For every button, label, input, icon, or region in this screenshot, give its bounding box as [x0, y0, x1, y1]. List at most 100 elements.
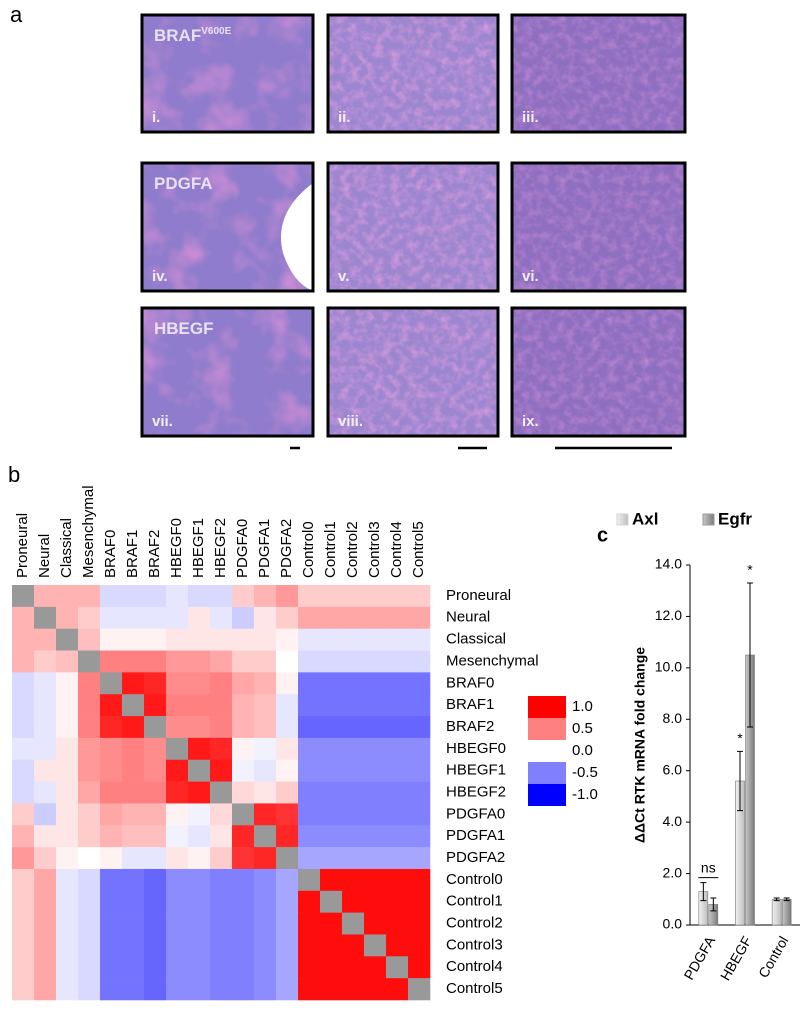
heatmap-cell	[210, 672, 233, 695]
row-label: HBEGF2	[446, 783, 506, 800]
heatmap-cell	[342, 694, 365, 717]
colorbar-block	[528, 762, 566, 784]
heatmap-cell	[386, 759, 409, 782]
heatmap-cell	[386, 912, 409, 935]
heatmap-cell	[298, 934, 321, 957]
heatmap-cell	[166, 912, 189, 935]
heatmap-cell	[254, 672, 277, 695]
heatmap-cell	[56, 737, 79, 761]
heatmap-cell	[232, 759, 255, 782]
heatmap-cell	[364, 803, 387, 826]
heatmap-cell	[232, 868, 255, 892]
heatmap-cell	[386, 825, 409, 848]
heatmap-cell	[144, 868, 167, 892]
heatmap-cell	[232, 934, 255, 957]
diagonal-cell	[364, 934, 387, 957]
heatmap-cell	[144, 825, 167, 848]
heatmap-cell	[78, 825, 101, 848]
panel-number: ii.	[338, 109, 351, 126]
heatmap-cell	[364, 781, 387, 804]
heatmap-cell	[100, 847, 123, 870]
heatmap-cell	[166, 890, 189, 913]
heatmap-cell	[276, 606, 299, 629]
heatmap-cell	[166, 781, 189, 804]
heatmap-cell	[232, 781, 255, 804]
heatmap-cell	[12, 716, 35, 739]
row-label: Mesenchymal	[446, 652, 539, 669]
heatmap-cell	[188, 956, 211, 979]
heatmap-cell	[100, 628, 123, 651]
heatmap-cell	[78, 956, 101, 979]
heatmap-cell	[408, 912, 431, 935]
heatmap-cell	[276, 803, 299, 826]
heatmap-cell	[386, 868, 409, 892]
heatmap-cell	[34, 934, 57, 957]
heatmap-cell	[364, 737, 387, 761]
heatmap-cell	[122, 650, 145, 673]
tissue-edge	[281, 183, 313, 291]
heatmap-cell	[166, 650, 189, 673]
heatmap-cell	[34, 737, 57, 761]
heatmap-cell	[56, 606, 79, 629]
heatmap-cell	[298, 912, 321, 935]
heatmap-cell	[342, 890, 365, 913]
heatmap-cell	[276, 825, 299, 848]
colorbar-label: 0.0	[572, 742, 593, 759]
heatmap-cell	[100, 803, 123, 826]
heatmap-cell	[320, 737, 343, 761]
heatmap-cell	[254, 847, 277, 870]
bar	[771, 898, 782, 926]
heatmap-cell	[342, 716, 365, 739]
heatmap-cell	[210, 803, 233, 826]
heatmap-cell	[56, 847, 79, 870]
heatmap-cell	[188, 781, 211, 804]
heatmap-cell	[342, 956, 365, 979]
heatmap-cell	[166, 956, 189, 979]
heatmap-cell	[12, 934, 35, 957]
heatmap-cell	[276, 694, 299, 717]
heatmap-cell	[210, 716, 233, 739]
heatmap-cell	[34, 650, 57, 673]
diagonal-cell	[210, 781, 233, 804]
heatmap-cell	[210, 934, 233, 957]
heatmap-cell	[342, 847, 365, 870]
heatmap-cell	[364, 759, 387, 782]
heatmap-cell	[232, 847, 255, 870]
heatmap-cell	[122, 585, 145, 608]
heatmap-cell	[166, 606, 189, 629]
y-axis-label: ΔΔCt RTK mRNA fold change	[632, 647, 648, 843]
annotation: ns	[701, 859, 716, 875]
heatmap-cell	[122, 847, 145, 870]
heatmap-cell	[144, 890, 167, 913]
heatmap-cell	[254, 978, 277, 1001]
colorbar-block	[528, 740, 566, 762]
heatmap-cell	[34, 978, 57, 1001]
heatmap-cell	[122, 781, 145, 804]
heatmap-cell	[232, 737, 255, 761]
heatmap-cell	[320, 716, 343, 739]
error-bar	[783, 897, 790, 902]
heatmap-cell	[144, 650, 167, 673]
heatmap-cell	[12, 759, 35, 782]
heatmap-cell	[100, 934, 123, 957]
heatmap-cell	[386, 650, 409, 673]
heatmap-cell	[386, 672, 409, 695]
annotation: *	[747, 562, 753, 578]
heatmap-cell	[408, 606, 431, 629]
heatmap-cell	[276, 650, 299, 673]
heatmap-cell	[100, 737, 123, 761]
heatmap-cell	[78, 716, 101, 739]
heatmap-cell	[320, 803, 343, 826]
column-label: PDGFA1	[256, 519, 273, 578]
image-border	[326, 13, 500, 134]
heatmap-cell	[342, 759, 365, 782]
heatmap-cell	[276, 956, 299, 979]
heatmap-cell	[166, 847, 189, 870]
heatmap-cell	[298, 628, 321, 651]
heatmap-cell	[188, 716, 211, 739]
heatmap-cell	[386, 606, 409, 629]
colorbar-block	[528, 696, 566, 718]
heatmap-cell	[320, 934, 343, 957]
heatmap-cell	[342, 672, 365, 695]
panel-number: viii.	[338, 413, 363, 430]
